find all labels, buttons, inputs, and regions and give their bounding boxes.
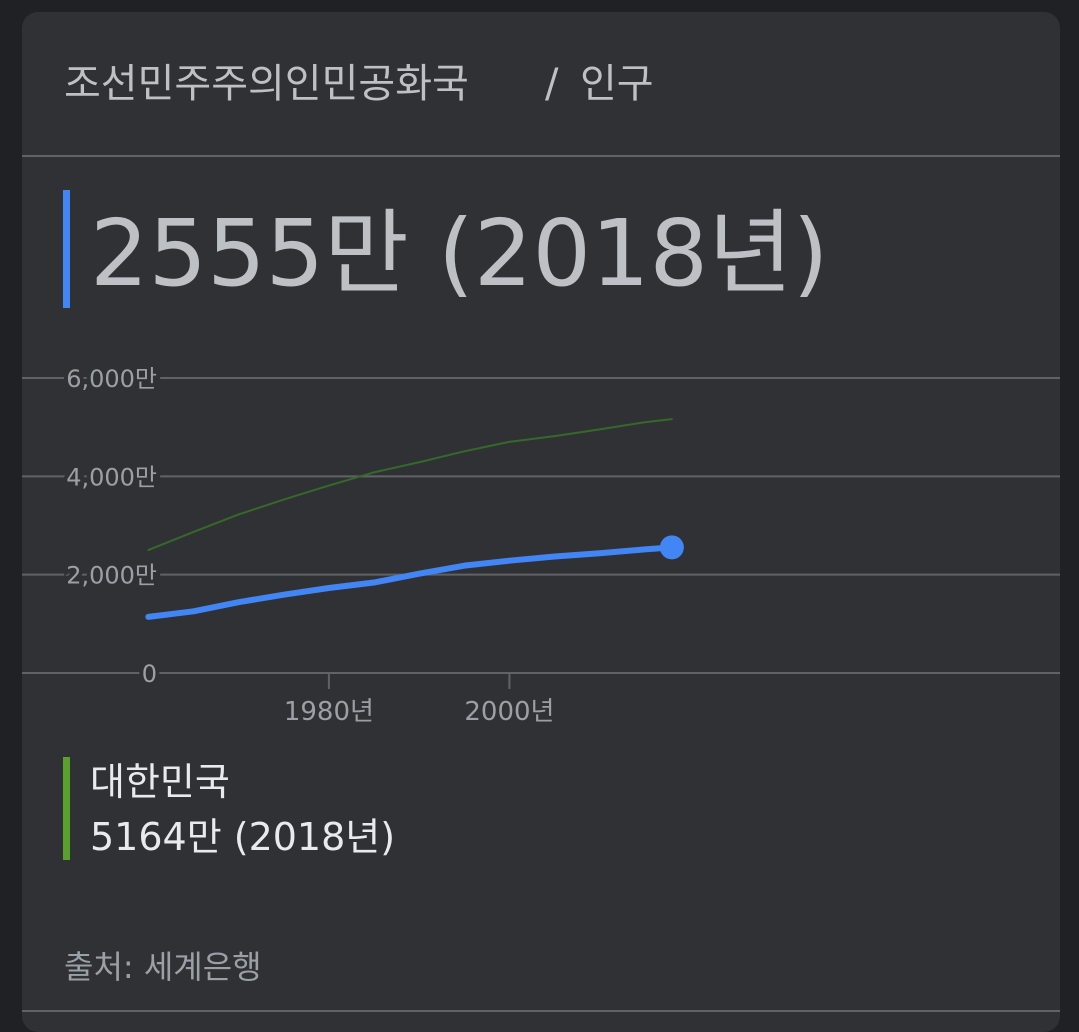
card [22, 12, 1060, 1032]
series-line-main [145, 544, 675, 620]
x-tick-label: 2000년 [464, 697, 554, 727]
legend-bar [63, 757, 70, 860]
y-tick-label: 2,000만 [66, 562, 157, 590]
header-metric: 인구 [580, 61, 654, 107]
headline-value: 2555만 (2018년) [90, 200, 829, 307]
x-tick-label: 1980년 [284, 697, 374, 727]
y-tick-label: 6,000만 [66, 365, 157, 393]
headline-bar [63, 190, 70, 308]
source: 출처: 세계은행 [64, 948, 262, 986]
legend-value: 5164만 (2018년) [90, 815, 395, 859]
legend-name: 대한민국 [90, 760, 230, 804]
series-line-compare [147, 418, 673, 552]
y-tick-label: 0 [142, 660, 157, 688]
end-point [659, 535, 684, 560]
header-entity: 조선민주주의인민공화국 [64, 61, 469, 107]
header-separator: / [545, 61, 559, 107]
y-tick-label: 4,000만 [66, 463, 157, 491]
